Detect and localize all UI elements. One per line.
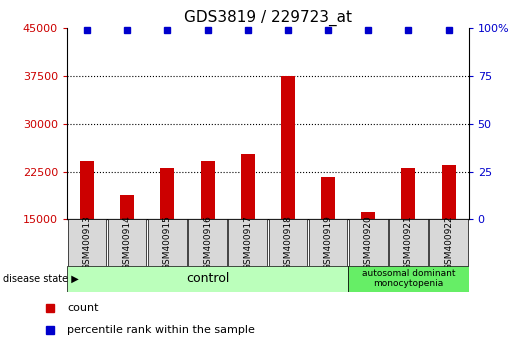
Bar — [401, 168, 416, 219]
Bar — [188, 219, 227, 266]
Text: GSM400913: GSM400913 — [82, 215, 92, 270]
Text: control: control — [186, 272, 229, 285]
Text: autosomal dominant
monocytopenia: autosomal dominant monocytopenia — [362, 269, 455, 289]
Text: GSM400920: GSM400920 — [364, 215, 373, 270]
Text: GSM400921: GSM400921 — [404, 215, 413, 270]
Bar — [108, 219, 146, 266]
Bar — [67, 266, 348, 292]
Bar — [148, 219, 186, 266]
Bar — [389, 219, 427, 266]
Bar — [80, 161, 94, 219]
Text: GSM400919: GSM400919 — [323, 215, 333, 270]
Text: disease state ▶: disease state ▶ — [3, 274, 78, 284]
Bar — [229, 219, 267, 266]
Bar — [309, 219, 347, 266]
Title: GDS3819 / 229723_at: GDS3819 / 229723_at — [184, 9, 352, 25]
Bar — [200, 161, 215, 219]
Text: GSM400917: GSM400917 — [243, 215, 252, 270]
Text: percentile rank within the sample: percentile rank within the sample — [67, 325, 255, 335]
Bar — [241, 154, 255, 219]
Bar — [160, 168, 175, 219]
Bar — [321, 177, 335, 219]
Text: GSM400914: GSM400914 — [123, 215, 132, 270]
Bar — [269, 219, 307, 266]
Text: GSM400922: GSM400922 — [444, 215, 453, 270]
Text: count: count — [67, 303, 99, 314]
Bar — [68, 219, 106, 266]
Bar — [348, 266, 469, 292]
Bar — [349, 219, 387, 266]
Bar — [361, 212, 375, 219]
Bar — [120, 195, 134, 219]
Bar — [430, 219, 468, 266]
Text: GSM400916: GSM400916 — [203, 215, 212, 270]
Bar — [281, 76, 295, 219]
Text: GSM400915: GSM400915 — [163, 215, 172, 270]
Text: GSM400918: GSM400918 — [283, 215, 293, 270]
Bar — [441, 165, 456, 219]
